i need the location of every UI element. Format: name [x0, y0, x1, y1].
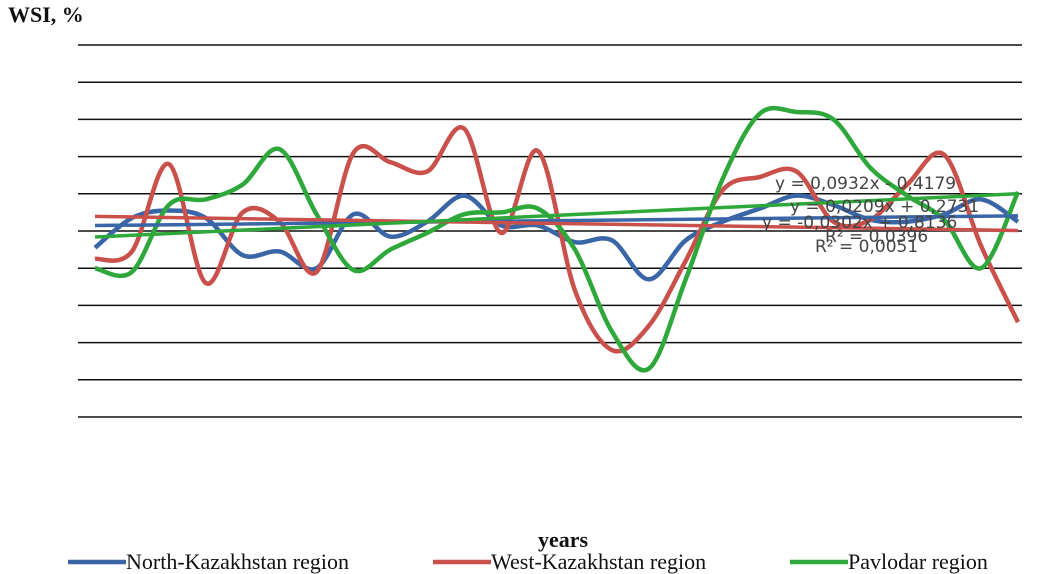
chart-title: WSI, %	[8, 2, 84, 27]
trend-equation: R² = 0,0396	[825, 227, 928, 247]
legend-label: Pavlodar region	[848, 549, 988, 574]
series-line	[94, 105, 1021, 373]
trend-line	[94, 214, 1019, 233]
trend-line	[94, 214, 1019, 228]
legend-label: North-Kazakhstan region	[126, 549, 349, 574]
x-axis-label: years	[538, 527, 589, 552]
trend-equation: y = -0,0302x + 0,8136	[762, 213, 957, 233]
legend-label: West-Kazakhstan region	[491, 549, 706, 574]
trend-equation: y = 0,0209x + 0,2731	[790, 197, 979, 217]
trend-equation: y = 0,0932x - 0,4179	[775, 174, 956, 194]
trend-equation: R² = 0,0051	[815, 237, 918, 257]
series-line	[94, 125, 1021, 354]
trend-line	[94, 191, 1019, 239]
